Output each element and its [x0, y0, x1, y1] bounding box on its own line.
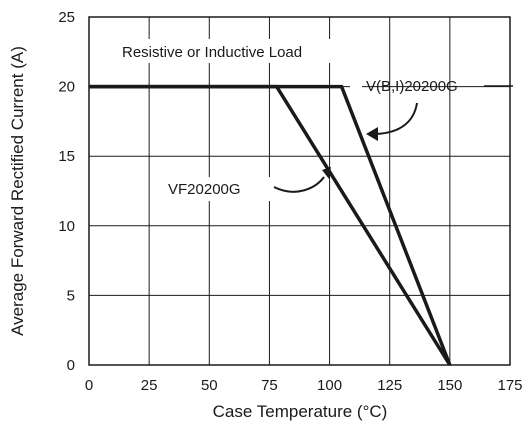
x-tick-label: 175 [497, 377, 522, 394]
y-tick-label: 15 [58, 148, 75, 165]
series-label-vbi: V(B,I)20200G [366, 78, 458, 95]
load-label-background [112, 39, 360, 63]
arrowhead-vf [322, 167, 331, 179]
plot-frame [88, 16, 511, 366]
series-label-vf: VF20200G [168, 181, 241, 198]
y-tick-label: 20 [58, 79, 75, 96]
y-axis-ticks: 0 5 10 15 20 25 [58, 9, 75, 374]
pointer-arrow-vf [273, 176, 325, 193]
load-annotation: Resistive or Inductive Load [122, 44, 302, 61]
x-tick-label: 100 [317, 377, 342, 394]
pointer-arrow-vbi [375, 102, 418, 135]
annotations: Resistive or Inductive Load V(B,I)20200G… [112, 39, 513, 201]
y-tick-label: 10 [58, 218, 75, 235]
vf-label-background [164, 177, 272, 201]
grid-lines [89, 17, 510, 365]
x-tick-label: 125 [377, 377, 402, 394]
x-axis-title: Case Temperature (°C) [213, 402, 388, 421]
x-tick-label: 25 [141, 377, 158, 394]
series-line-1 [89, 84, 452, 366]
x-tick-label: 75 [261, 377, 278, 394]
x-tick-label: 150 [437, 377, 462, 394]
y-tick-label: 5 [67, 287, 75, 304]
y-axis-title: Average Forward Rectified Current (A) [8, 46, 27, 336]
x-tick-label: 0 [85, 377, 93, 394]
y-tick-label: 0 [67, 357, 75, 374]
y-tick-label: 25 [58, 9, 75, 26]
x-axis-ticks: 0 25 50 75 100 125 150 175 [85, 377, 523, 394]
x-tick-label: 50 [201, 377, 218, 394]
series-lines [89, 84, 452, 366]
arrowhead-vbi [366, 127, 378, 141]
